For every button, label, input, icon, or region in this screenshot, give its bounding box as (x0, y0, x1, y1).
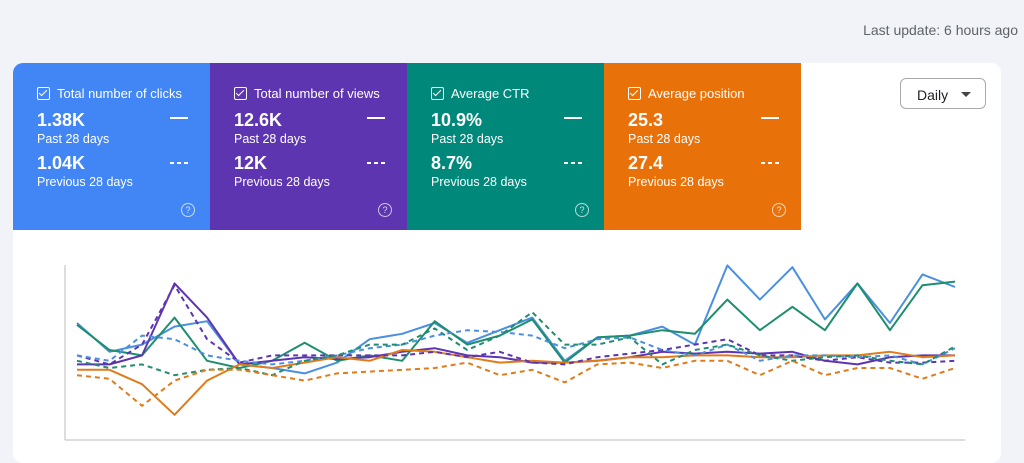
checkbox[interactable] (431, 87, 444, 100)
chart (64, 264, 965, 441)
metric-label: Total number of views (254, 86, 380, 101)
metric-label-row: Total number of clicks (37, 86, 210, 101)
previous-period: Previous 28 days (431, 175, 527, 189)
current-value: 12.6K (234, 110, 283, 130)
current-value: 1.38K (37, 110, 86, 130)
last-update: Last update: 6 hours ago (863, 22, 1018, 38)
dashed-symbol (761, 162, 779, 164)
current-value: 10.9% (431, 110, 483, 130)
series-line (76, 264, 956, 375)
current-period: Past 28 days (234, 132, 307, 146)
metric-tile[interactable]: Average CTR 10.9% Past 28 days 8.7% Previous… (407, 63, 604, 230)
metric-label-row: Total number of views (234, 86, 407, 101)
metric-label: Average position (648, 86, 745, 101)
current-period: Past 28 days (37, 132, 110, 146)
page: Last update: 6 hours ago Total number of… (0, 0, 1024, 446)
series-line (76, 280, 956, 369)
metric-tile[interactable]: Total number of clicks 1.38K Past 28 days 1… (13, 63, 210, 230)
metric-label-row: Average CTR (431, 86, 604, 101)
checkbox[interactable] (628, 87, 641, 100)
previous-value: 27.4 (628, 153, 664, 173)
period-dropdown[interactable]: Daily (900, 78, 986, 109)
previous-period: Previous 28 days (37, 175, 133, 189)
solid-symbol (367, 117, 385, 119)
current-period: Past 28 days (628, 132, 701, 146)
dashed-symbol (564, 162, 582, 164)
solid-symbol (761, 117, 779, 119)
metric-label: Average CTR (451, 86, 530, 101)
performance-card: Total number of clicks 1.38K Past 28 days 1… (13, 63, 1001, 463)
previous-value: 12K (234, 153, 268, 173)
help-icon[interactable]: ? (181, 203, 195, 217)
metric-label: Total number of clicks (57, 86, 182, 101)
help-icon[interactable]: ? (575, 203, 589, 217)
metric-label-row: Average position (628, 86, 801, 101)
metric-tile[interactable]: Total number of views 12.6K Past 28 days 12… (210, 63, 407, 230)
checkbox[interactable] (234, 87, 247, 100)
dashed-symbol (367, 162, 385, 164)
previous-period: Previous 28 days (234, 175, 330, 189)
solid-symbol (170, 117, 188, 119)
help-icon[interactable]: ? (378, 203, 392, 217)
series-line (76, 359, 956, 407)
current-value: 25.3 (628, 110, 664, 130)
current-period: Past 28 days (431, 132, 504, 146)
help-icon[interactable]: ? (772, 203, 786, 217)
dashed-symbol (170, 162, 188, 164)
metric-tile[interactable]: Average position 25.3 Past 28 days 27.4 Prev… (604, 63, 801, 230)
previous-value: 1.04K (37, 153, 86, 173)
previous-value: 8.7% (431, 153, 473, 173)
solid-symbol (564, 117, 582, 119)
series-line (77, 349, 956, 416)
checkbox[interactable] (37, 87, 50, 100)
series-line (76, 284, 956, 366)
previous-period: Previous 28 days (628, 175, 724, 189)
metric-tiles: Total number of clicks 1.38K Past 28 days 1… (13, 63, 801, 230)
